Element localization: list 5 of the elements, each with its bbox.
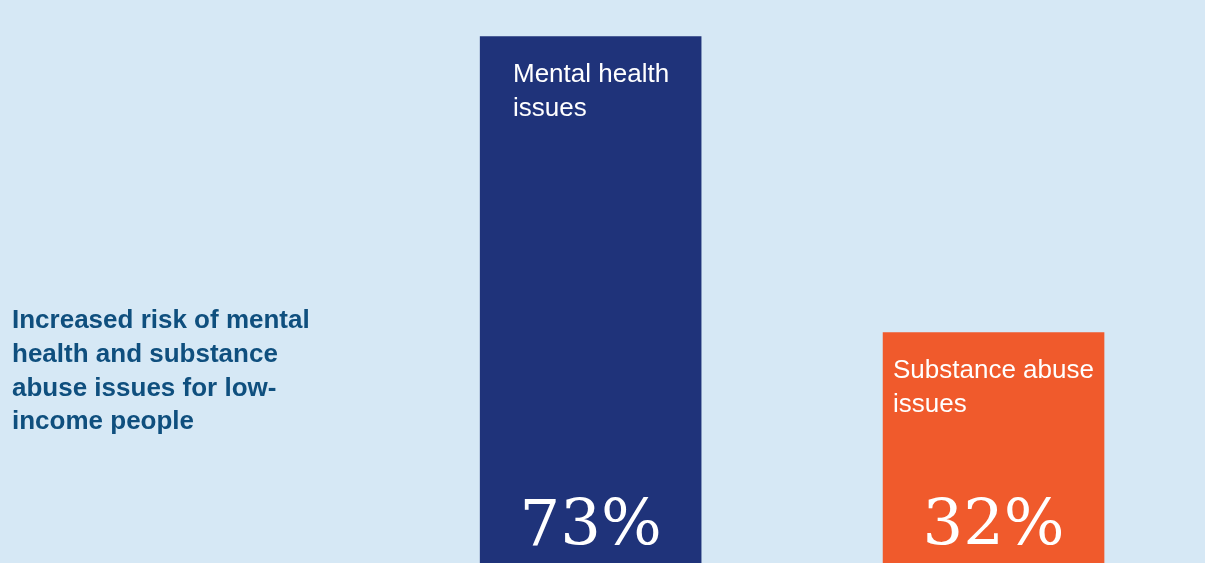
text: Increased risk of mental health and substance abuse issues for low-income people [12,304,310,436]
data-label: 32% [922,486,1065,560]
x-tick-label: Substance abuse issues [893,354,1094,418]
x-tick-label: Mental health issues [513,58,670,122]
data-label: 73% [519,486,662,560]
